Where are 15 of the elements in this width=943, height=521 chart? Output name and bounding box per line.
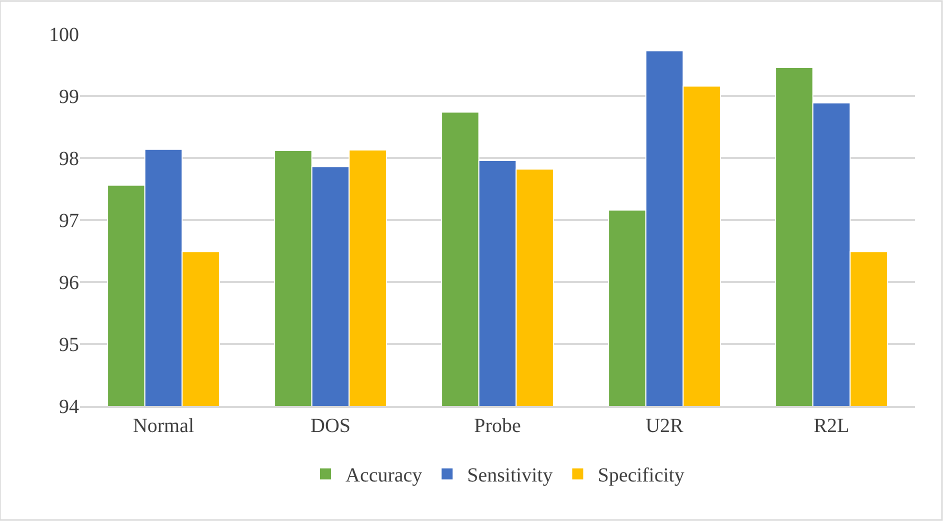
y-tick-label: 96 [59,272,79,294]
legend-label: Sensitivity [467,464,553,487]
x-tick-label: U2R [646,414,684,437]
legend-label: Accuracy [346,464,422,487]
y-tick-label: 97 [59,210,79,232]
x-tick-label: DOS [310,414,351,437]
legend-label: Specificity [598,464,684,487]
y-tick-label: 99 [59,86,79,108]
y-tick-label: 95 [59,334,79,356]
x-tick-label: Probe [474,414,521,437]
y-tick-label: 98 [59,148,79,170]
x-tick-label: Normal [132,414,194,437]
y-tick-label: 100 [49,24,79,46]
y-tick-label: 94 [59,396,79,418]
x-tick-label: R2L [814,414,850,437]
